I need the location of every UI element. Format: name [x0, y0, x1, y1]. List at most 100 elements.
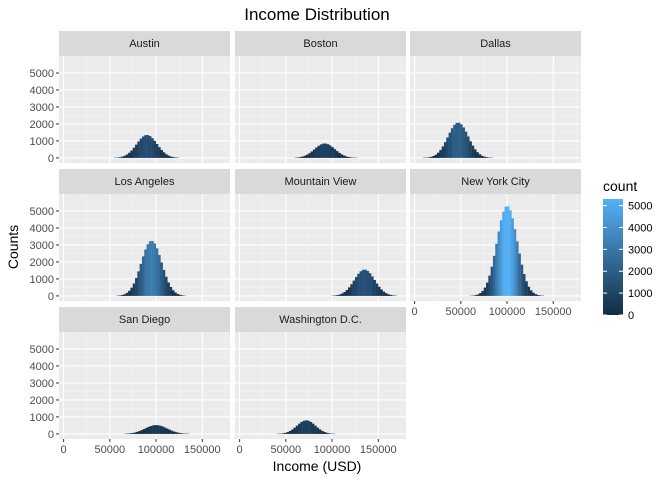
- histogram-bar: [300, 421, 303, 434]
- histogram-bar: [474, 149, 477, 158]
- histogram-bar: [364, 269, 367, 296]
- histogram-bar: [455, 122, 459, 158]
- histogram-bar: [153, 140, 157, 158]
- histogram-bar: [179, 433, 183, 434]
- histogram-bar: [464, 131, 468, 158]
- facet-new-york-city: New York City 0 50000 100000 150000: [410, 169, 581, 318]
- y-tick-label: 0: [48, 429, 54, 441]
- histogram-bar: [168, 429, 171, 434]
- histogram-bar: [312, 149, 316, 158]
- histogram-bar: [509, 210, 512, 296]
- histogram-bar: [162, 269, 166, 296]
- y-tick-label: 4000: [30, 223, 54, 235]
- strip-boston: [235, 31, 406, 56]
- histogram-bar: [318, 429, 322, 434]
- histogram-bar: [481, 290, 484, 296]
- legend-tick-label: 1000: [628, 288, 652, 300]
- y-tick-label: 1000: [30, 412, 54, 424]
- strip-new-york-city: [410, 169, 581, 194]
- histogram-bar: [309, 421, 313, 434]
- x-tick-label: 50000: [271, 444, 302, 456]
- histogram-bar: [335, 151, 339, 158]
- panel-mountain-view: [235, 194, 406, 301]
- histogram-bar: [325, 432, 329, 434]
- histogram-bar: [338, 152, 341, 158]
- x-tick-label: 50000: [95, 444, 126, 456]
- histogram-bar: [361, 269, 365, 296]
- y-tick-label: 1000: [30, 136, 54, 148]
- histogram-bar: [165, 428, 169, 434]
- histogram-bar: [170, 430, 174, 434]
- histogram-bar: [311, 423, 315, 434]
- histogram-bar: [520, 264, 524, 296]
- histogram-bar: [490, 266, 494, 296]
- histogram-bar: [295, 425, 299, 434]
- histogram-bar: [149, 425, 153, 434]
- histogram-bar: [354, 277, 358, 296]
- legend-tick-label: 3000: [628, 244, 652, 256]
- histogram-bar: [167, 282, 170, 296]
- facet-mountain-view: Mountain View: [235, 169, 406, 301]
- strip-label-washington-d-c: Washington D.C.: [279, 314, 362, 326]
- histogram-bar: [384, 293, 388, 296]
- histogram-bar: [448, 132, 452, 158]
- histogram-bar: [135, 431, 139, 434]
- histogram-bar: [536, 295, 540, 296]
- x-tick-label: 0: [237, 444, 243, 456]
- x-tick-label: 150000: [535, 306, 572, 318]
- legend-tick-label: 2000: [628, 266, 652, 278]
- facet-dallas: Dallas: [410, 31, 581, 163]
- histogram-bar: [331, 147, 334, 158]
- histogram-bar: [130, 150, 133, 158]
- histogram-bar: [506, 206, 510, 296]
- y-tick-label: 3000: [30, 378, 54, 390]
- histogram-bar: [169, 156, 173, 158]
- histogram-bar: [333, 149, 337, 158]
- histogram-bar: [159, 425, 162, 434]
- histogram-bar: [375, 283, 379, 296]
- histogram-bar: [439, 149, 442, 158]
- histogram-bar: [366, 270, 369, 296]
- histogram-bar: [123, 294, 126, 296]
- x-tick-label: 50000: [446, 306, 477, 318]
- y-tick-label: 4000: [30, 361, 54, 373]
- histogram-bar: [457, 122, 461, 158]
- histogram-bar: [158, 254, 161, 296]
- histogram-bar: [430, 156, 433, 158]
- y-tick-label: 3000: [30, 240, 54, 252]
- histogram-bar: [347, 287, 351, 296]
- histogram-bar: [303, 155, 307, 158]
- y-tick-label: 0: [48, 291, 54, 303]
- legend-title: count: [603, 178, 637, 194]
- histogram-bar: [525, 281, 528, 296]
- strip-label-new-york-city: New York City: [461, 176, 530, 188]
- histogram-bar: [349, 157, 353, 158]
- histogram-bar: [342, 155, 346, 158]
- histogram-bar: [476, 294, 480, 296]
- x-tick-label: 150000: [184, 444, 221, 456]
- y-tick-label: 2000: [30, 257, 54, 269]
- y-tick-label: 5000: [30, 344, 54, 356]
- histogram-bar: [144, 135, 147, 158]
- histogram-bar: [123, 155, 126, 158]
- histogram-bar: [156, 425, 160, 434]
- legend-tick-label: 5000: [628, 201, 652, 213]
- histogram-bar: [319, 144, 323, 158]
- histogram-bar: [154, 425, 157, 434]
- histogram-bar: [308, 153, 311, 158]
- panel-dallas: [410, 56, 581, 163]
- histogram-bar: [302, 420, 306, 434]
- histogram-bar: [286, 432, 290, 434]
- histogram-bar: [382, 291, 386, 296]
- count-legend: count 0 1000 2000 3000 4000 5000: [603, 178, 652, 322]
- histogram-bar: [129, 433, 132, 434]
- x-tick-label: 100000: [138, 444, 175, 456]
- y-tick-label: 0: [48, 153, 54, 165]
- facet-panels: Austin 0 1000 2000 3000 4000 5000 Boston Dallas L…: [30, 31, 581, 456]
- legend-tick-label: 0: [628, 310, 634, 322]
- histogram-bar: [298, 423, 301, 434]
- histogram-bar: [163, 427, 167, 434]
- histogram-bar: [480, 155, 484, 158]
- histogram-bar: [139, 263, 143, 296]
- histogram-bar: [121, 156, 124, 158]
